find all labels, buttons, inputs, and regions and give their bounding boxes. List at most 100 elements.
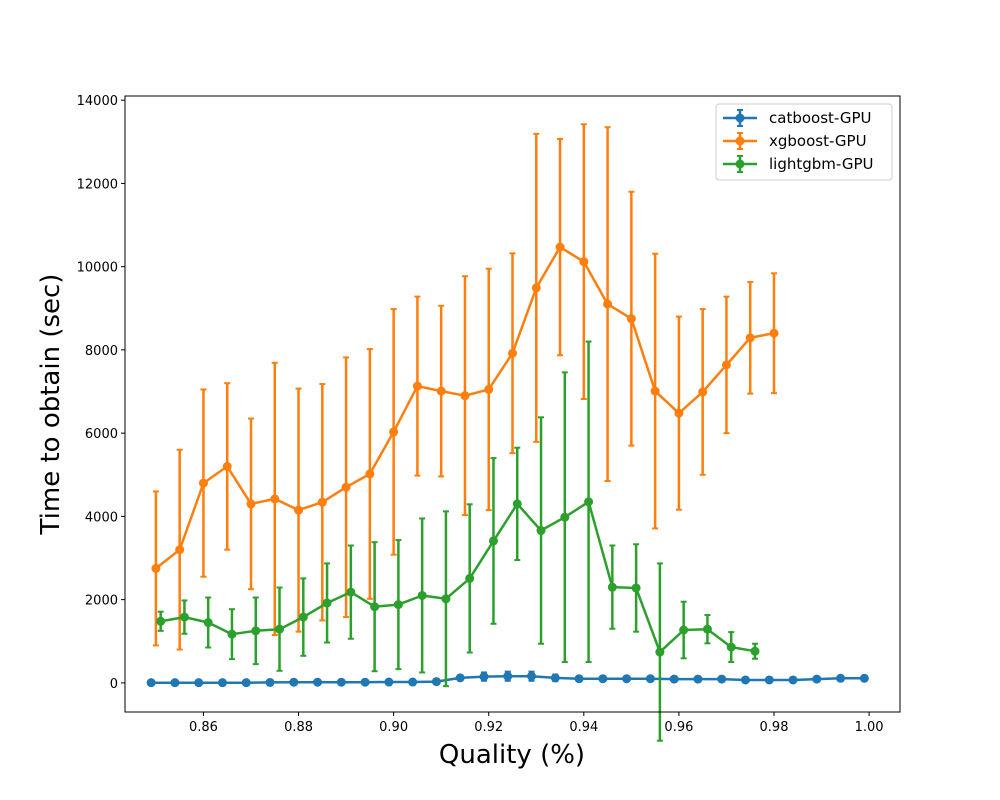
data-point [598, 674, 608, 684]
data-point [265, 677, 275, 687]
data-point [384, 677, 394, 687]
data-point [412, 381, 422, 391]
data-point [584, 497, 594, 507]
y-tick-label: 2000 [85, 594, 118, 609]
data-point [650, 386, 660, 396]
data-point [721, 360, 731, 370]
legend-marker [735, 159, 745, 169]
x-tick-label: 0.94 [569, 720, 598, 735]
data-point [203, 618, 213, 628]
legend-marker [735, 136, 745, 146]
y-tick-label: 8000 [85, 344, 118, 359]
data-point [674, 408, 684, 418]
data-point [607, 582, 617, 592]
data-point [417, 590, 427, 600]
data-point [788, 675, 798, 685]
data-point [550, 673, 560, 683]
data-point [631, 583, 641, 593]
data-point [859, 673, 869, 683]
legend-label: catboost-GPU [769, 109, 872, 127]
plot-area [146, 123, 869, 742]
legend-box [715, 103, 893, 181]
data-point [645, 674, 655, 684]
data-point [455, 673, 465, 683]
data-point [289, 677, 299, 687]
data-point [341, 482, 351, 492]
data-point [365, 469, 375, 479]
data-point [431, 677, 441, 687]
data-point [812, 674, 822, 684]
data-point [241, 678, 251, 688]
data-point [626, 314, 636, 324]
y-tick-label: 12000 [77, 177, 118, 192]
data-point [479, 672, 489, 682]
data-point [146, 678, 156, 688]
data-point [693, 674, 703, 684]
data-point [270, 494, 280, 504]
data-point [346, 587, 356, 597]
data-point [740, 675, 750, 685]
data-point [488, 536, 498, 546]
legend-label: lightgbm-GPU [769, 155, 874, 173]
data-point [750, 646, 760, 656]
x-tick-label: 0.88 [284, 720, 313, 735]
data-point [151, 563, 161, 573]
data-point [536, 526, 546, 536]
data-point [251, 626, 261, 636]
data-point [360, 677, 370, 687]
x-axis: 0.86 0.88 0.90 0.92 0.94 0.96 0.98 1.00 [189, 712, 884, 735]
data-point [298, 612, 308, 622]
x-axis-title: Quality (%) [439, 740, 585, 770]
data-point [246, 499, 256, 509]
series-xgboost-GPU [151, 123, 779, 651]
legend: catboost-GPU xgboost-GPU lightgbm-GPU [715, 103, 893, 181]
data-point [198, 478, 208, 488]
data-point [655, 647, 665, 657]
data-point [745, 333, 755, 343]
x-tick-label: 0.98 [760, 720, 789, 735]
data-point [156, 616, 166, 626]
data-point [317, 497, 327, 507]
data-point [436, 386, 446, 396]
legend-marker [735, 113, 745, 123]
data-point [408, 677, 418, 687]
data-point [322, 598, 332, 608]
legend-label: xgboost-GPU [769, 132, 867, 150]
data-point [574, 674, 584, 684]
data-point [170, 678, 180, 688]
data-point [679, 625, 689, 635]
y-axis: 0 2000 4000 6000 8000 10000 12000 14000 [77, 94, 125, 692]
data-point [702, 624, 712, 634]
data-point [698, 387, 708, 397]
data-point [194, 678, 204, 688]
data-point [531, 283, 541, 293]
y-tick-label: 0 [110, 677, 118, 692]
data-point [769, 328, 779, 338]
x-tick-label: 0.86 [189, 720, 218, 735]
data-point [508, 348, 517, 358]
y-axis-title: Time to obtain (sec) [36, 274, 66, 536]
x-tick-label: 1.00 [855, 720, 884, 735]
x-tick-label: 0.96 [664, 720, 693, 735]
data-point [764, 675, 774, 685]
data-point [441, 594, 451, 604]
data-point [622, 674, 632, 684]
data-point [294, 505, 304, 515]
data-point [717, 674, 727, 684]
data-point [336, 677, 346, 687]
data-point [393, 600, 403, 610]
data-point [217, 678, 227, 688]
y-tick-label: 4000 [85, 510, 118, 525]
legend-entry: xgboost-GPU [723, 132, 867, 150]
data-point [527, 671, 537, 681]
legend-entry: catboost-GPU [723, 109, 872, 127]
data-point [836, 673, 846, 683]
data-point [389, 427, 399, 437]
data-point [484, 384, 494, 394]
data-point [555, 242, 565, 252]
data-point [579, 257, 589, 267]
y-tick-label: 14000 [77, 94, 118, 109]
y-tick-label: 10000 [77, 261, 118, 276]
data-point [222, 461, 232, 471]
